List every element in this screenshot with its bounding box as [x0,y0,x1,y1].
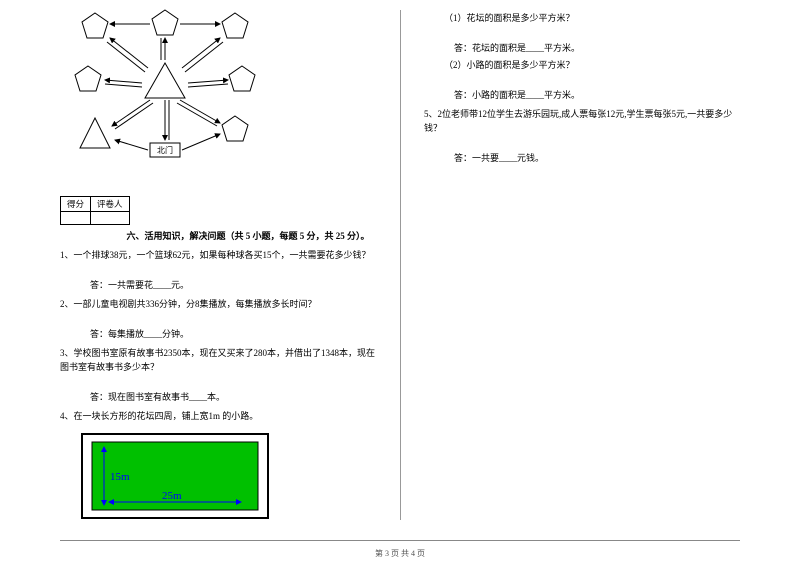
footer-line [60,540,740,541]
q5-text: 5、2位老师带12位学生去游乐园玩,成人票每张12元,学生票每张5元,一共要多少… [424,107,740,136]
q1-text: 1、一个排球38元，一个篮球62元，如果每种球各买15个，一共需要花多少钱？ [60,248,376,262]
rect-width-label: 25m [162,490,182,502]
direction-diagram: 北门 [60,8,270,178]
q5-ans: 答：一共要____元钱。 [454,151,740,165]
q4-ans1: 答：花坛的面积是____平方米。 [454,41,740,55]
section-title: 六、活用知识，解决问题（共 5 小题，每题 5 分，共 25 分）。 [120,229,376,242]
q3-ans: 答：现在图书室有故事书____本。 [90,390,376,404]
q1-ans: 答：一共需要花____元。 [90,278,376,292]
page-footer: 第 3 页 共 4 页 [0,548,800,559]
q3-text: 3、学校图书室原有故事书2350本，现在又买来了280本，并借出了1348本，现… [60,346,376,375]
q4-sub1: （1）花坛的面积是多少平方米？ [444,11,740,25]
score-table: 得分 评卷人 [60,196,130,225]
q4-text: 4、在一块长方形的花坛四周，铺上宽1m 的小路。 [60,409,376,423]
q4-ans2: 答：小路的面积是____平方米。 [454,88,740,102]
rectangle-figure: 15m 25m [80,432,270,520]
column-divider [400,10,401,520]
score-col1: 得分 [61,197,91,212]
q2-text: 2、一部儿童电视剧共336分钟，分8集播放，每集播放多长时间？ [60,297,376,311]
left-column: 北门 [0,0,400,530]
q2-ans: 答：每集播放____分钟。 [90,327,376,341]
north-gate-label: 北门 [157,145,173,155]
score-col2: 评卷人 [91,197,130,212]
rect-height-label: 15m [110,471,130,483]
right-column: （1）花坛的面积是多少平方米？ 答：花坛的面积是____平方米。 （2）小路的面… [400,0,800,530]
q4-sub2: （2）小路的面积是多少平方米？ [444,58,740,72]
